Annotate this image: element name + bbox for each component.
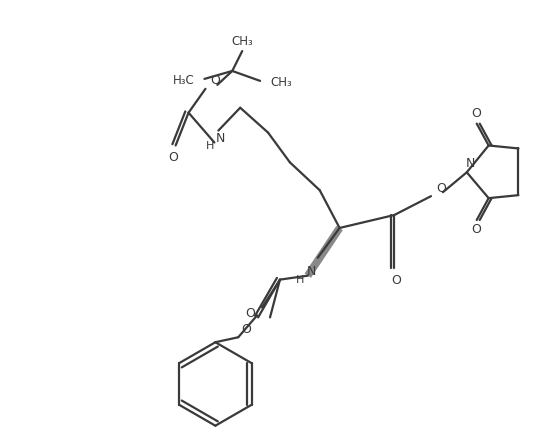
Text: O: O (391, 274, 401, 287)
Text: H: H (206, 141, 215, 152)
Text: H₃C: H₃C (173, 74, 194, 88)
Text: O: O (169, 151, 178, 164)
Text: O: O (471, 107, 481, 120)
Text: O: O (245, 307, 255, 320)
Text: O: O (436, 182, 446, 195)
Text: H: H (296, 274, 304, 285)
Text: O: O (471, 224, 481, 236)
Text: N: N (216, 132, 225, 145)
Text: O: O (241, 323, 251, 336)
Text: O: O (210, 74, 220, 88)
Text: CH₃: CH₃ (231, 34, 253, 48)
Text: N: N (466, 157, 475, 170)
Text: CH₃: CH₃ (270, 76, 292, 89)
Text: N: N (307, 265, 316, 278)
